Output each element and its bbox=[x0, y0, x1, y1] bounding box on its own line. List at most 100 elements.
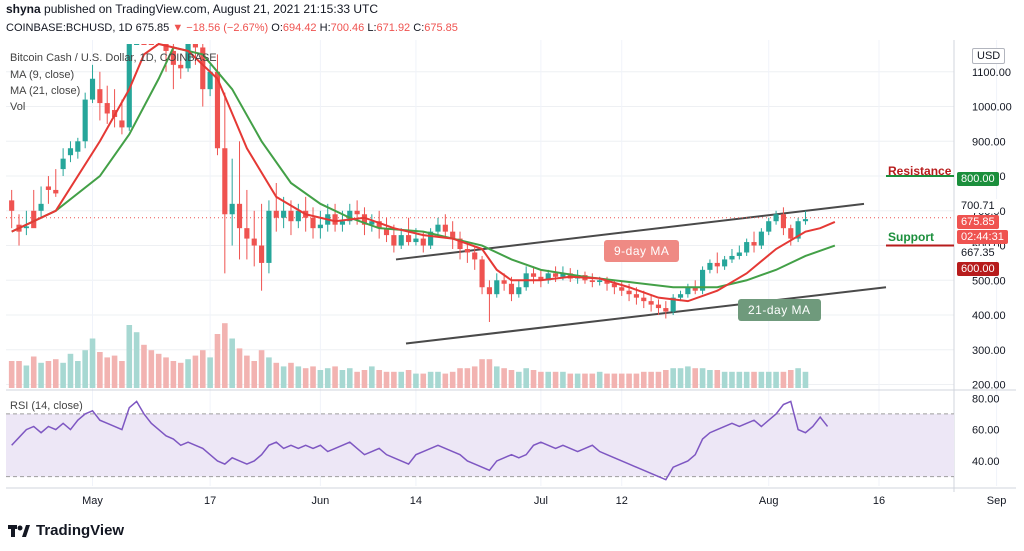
volume-bar bbox=[119, 361, 125, 388]
open-value: 694.42 bbox=[282, 22, 317, 34]
volume-bar bbox=[398, 371, 405, 388]
candle-body bbox=[75, 141, 81, 152]
volume-bar bbox=[266, 357, 272, 388]
volume-bar bbox=[471, 366, 478, 388]
volume-bar bbox=[244, 355, 250, 388]
candle-body bbox=[339, 221, 345, 225]
currency-badge[interactable]: USD bbox=[972, 48, 1006, 64]
volume-bar bbox=[288, 362, 294, 388]
time-tick-label: 17 bbox=[204, 495, 216, 507]
price-tick-label: 200.00 bbox=[972, 380, 1006, 392]
volume-bar bbox=[317, 370, 324, 388]
volume-bar bbox=[736, 371, 743, 388]
price-tick-label: 400.00 bbox=[972, 310, 1006, 322]
volume-bar bbox=[626, 373, 632, 388]
candle-body bbox=[310, 217, 316, 229]
candle-body bbox=[479, 259, 485, 288]
candle-body bbox=[214, 71, 221, 149]
volume-bar bbox=[560, 371, 566, 388]
volume-bar bbox=[685, 366, 691, 388]
candle-body bbox=[714, 262, 720, 267]
candle-body bbox=[38, 203, 44, 211]
candle-body bbox=[67, 148, 74, 156]
change-arrow-icon: ▼ bbox=[172, 22, 184, 34]
volume-bar bbox=[251, 361, 258, 388]
legend-rsi: RSI (14, close) bbox=[10, 400, 83, 412]
close-value: 675.85 bbox=[424, 22, 458, 34]
volume-bar bbox=[611, 373, 618, 388]
price-chart[interactable]: 200.00300.00400.00500.00600.00700.00800.… bbox=[6, 40, 1016, 512]
candle-body bbox=[435, 224, 441, 232]
volume-bar bbox=[75, 361, 81, 388]
volume-bar bbox=[60, 362, 66, 388]
volume-bar bbox=[280, 366, 287, 388]
time-tick-label: Aug bbox=[759, 495, 779, 507]
resistance-label: Resistance bbox=[888, 164, 952, 178]
volume-bar bbox=[538, 371, 544, 388]
volume-bar bbox=[780, 371, 787, 388]
chart-area[interactable]: 200.00300.00400.00500.00600.00700.00800.… bbox=[6, 40, 1016, 512]
volume-bar bbox=[236, 348, 243, 388]
volume-bar bbox=[714, 370, 721, 388]
candle-body bbox=[450, 231, 456, 239]
volume-bar bbox=[530, 370, 537, 388]
volume-bar bbox=[582, 373, 588, 388]
rsi-line bbox=[11, 400, 829, 481]
candle-body bbox=[97, 89, 103, 104]
low-value: 671.92 bbox=[376, 22, 411, 34]
candle-body bbox=[406, 235, 412, 243]
candle-body bbox=[53, 189, 59, 194]
candle-body bbox=[530, 273, 537, 277]
candle-body bbox=[677, 294, 684, 298]
candle-body bbox=[736, 252, 742, 256]
candle-body bbox=[185, 44, 191, 69]
volume-bar bbox=[479, 359, 485, 388]
price-tick-label: 900.00 bbox=[972, 136, 1006, 148]
volume-bar bbox=[97, 352, 103, 388]
volume-bar bbox=[229, 338, 235, 388]
legend-ma9: MA (9, close) bbox=[10, 69, 75, 81]
volume-bar bbox=[16, 361, 22, 388]
ma-price-tag: 667.35 bbox=[957, 246, 999, 260]
candle-body bbox=[744, 242, 750, 253]
candle-body bbox=[428, 231, 434, 246]
price-tick-label: 1000.00 bbox=[972, 102, 1012, 114]
volume-bar bbox=[729, 371, 735, 388]
volume-bar bbox=[457, 368, 463, 388]
candle-body bbox=[457, 238, 463, 250]
footer-brand: TradingView bbox=[8, 522, 124, 539]
candle-body bbox=[200, 47, 206, 90]
volume-bar bbox=[141, 344, 147, 388]
volume-bar bbox=[170, 361, 177, 388]
candle-body bbox=[229, 203, 235, 215]
candle-body bbox=[758, 231, 764, 246]
volume-bar bbox=[449, 371, 456, 388]
candle-body bbox=[692, 287, 698, 291]
candle-body bbox=[442, 224, 448, 232]
candle-body bbox=[494, 280, 500, 295]
candle-body bbox=[354, 210, 360, 215]
volume-bar bbox=[67, 353, 74, 388]
volume-bar bbox=[692, 368, 699, 388]
candle-body bbox=[259, 245, 265, 263]
candle-body bbox=[420, 238, 426, 246]
candle-body bbox=[23, 226, 29, 229]
volume-bar bbox=[670, 368, 676, 388]
publish-line: shyna published on TradingView.com, Augu… bbox=[6, 2, 378, 16]
volume-bar bbox=[207, 357, 213, 388]
open-label: O: bbox=[271, 22, 283, 34]
candle-body bbox=[317, 224, 323, 229]
candle-body bbox=[663, 308, 669, 312]
volume-bar bbox=[765, 371, 772, 388]
volume-bar bbox=[493, 366, 500, 388]
volume-bar bbox=[38, 362, 44, 388]
candle-body bbox=[641, 297, 647, 302]
low-label: L: bbox=[367, 22, 377, 34]
candle-body bbox=[707, 262, 713, 270]
candle-body bbox=[633, 294, 639, 298]
candle-body bbox=[281, 210, 287, 218]
last-price-tag: 675.85 bbox=[957, 215, 999, 229]
volume-bar bbox=[258, 350, 265, 388]
volume-bar bbox=[383, 371, 390, 388]
volume-bar bbox=[758, 371, 765, 388]
